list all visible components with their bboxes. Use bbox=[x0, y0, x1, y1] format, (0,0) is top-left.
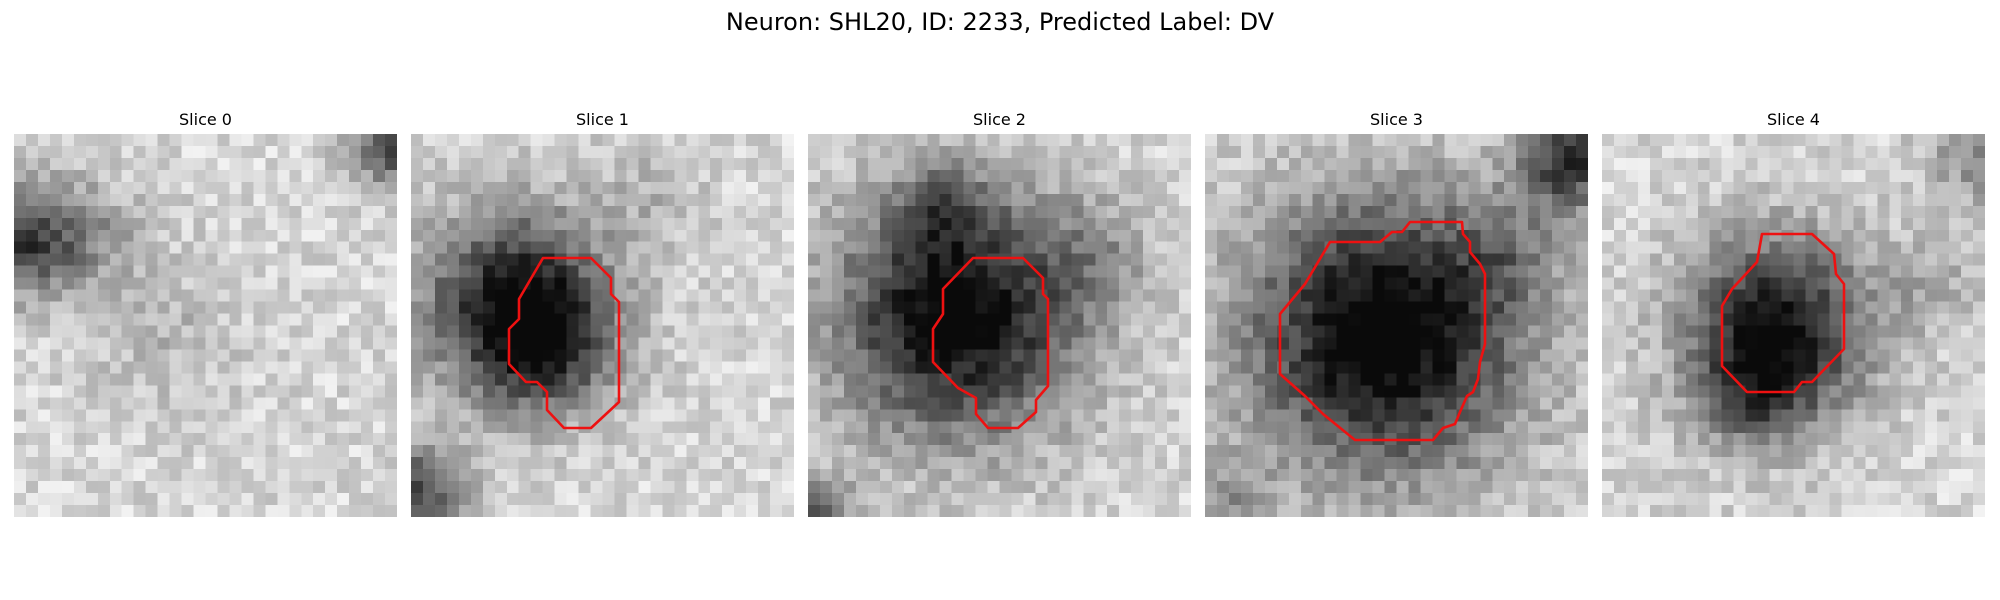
slice-panel-3: Slice 3 bbox=[1205, 110, 1588, 517]
slice-panel-0: Slice 0 bbox=[14, 110, 397, 517]
pixel-grid bbox=[411, 134, 794, 517]
pixel-grid bbox=[808, 134, 1191, 517]
slice-image-4 bbox=[1602, 134, 1985, 517]
slice-title: Slice 1 bbox=[411, 110, 794, 130]
pixel-grid bbox=[1602, 134, 1985, 517]
slice-title: Slice 2 bbox=[808, 110, 1191, 130]
pixel-grid bbox=[14, 134, 397, 517]
slice-title: Slice 4 bbox=[1602, 110, 1985, 130]
slice-image-1 bbox=[411, 134, 794, 517]
slice-image-3 bbox=[1205, 134, 1588, 517]
slice-panel-1: Slice 1 bbox=[411, 110, 794, 517]
figure-title: Neuron: SHL20, ID: 2233, Predicted Label… bbox=[0, 8, 2000, 36]
slice-image-2 bbox=[808, 134, 1191, 517]
slice-image-0 bbox=[14, 134, 397, 517]
pixel-grid bbox=[1205, 134, 1588, 517]
slice-title: Slice 0 bbox=[14, 110, 397, 130]
slice-panel-2: Slice 2 bbox=[808, 110, 1191, 517]
slice-panel-4: Slice 4 bbox=[1602, 110, 1985, 517]
slice-title: Slice 3 bbox=[1205, 110, 1588, 130]
